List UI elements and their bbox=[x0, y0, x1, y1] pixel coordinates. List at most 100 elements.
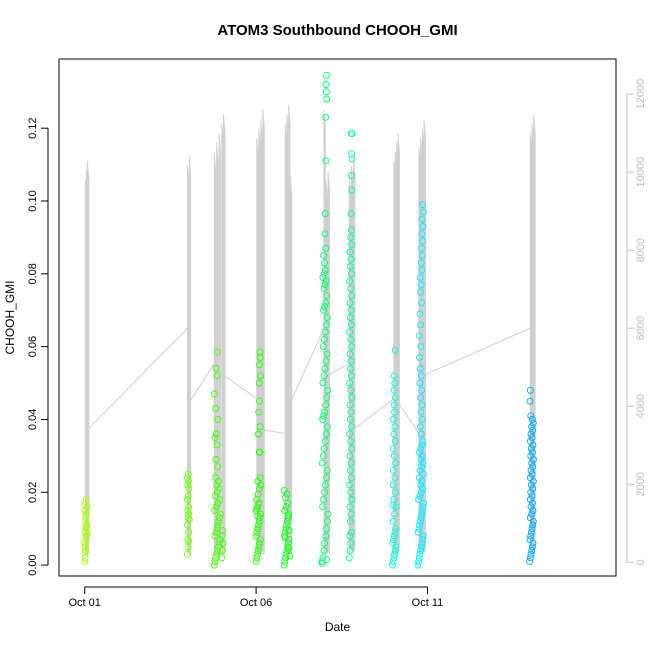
data-point bbox=[213, 372, 221, 380]
data-point bbox=[346, 328, 354, 336]
data-point bbox=[346, 365, 354, 372]
y-tick-label: 0.06 bbox=[27, 336, 39, 357]
data-point bbox=[214, 499, 222, 507]
data-point bbox=[348, 496, 356, 503]
data-point bbox=[528, 543, 536, 551]
data-point bbox=[418, 401, 426, 409]
data-point bbox=[390, 452, 398, 460]
data-point bbox=[255, 521, 262, 529]
data-point bbox=[81, 539, 89, 547]
data-point bbox=[417, 481, 425, 489]
y-tick-label: 0.02 bbox=[27, 482, 39, 503]
data-point bbox=[318, 559, 326, 567]
data-point bbox=[526, 496, 534, 503]
x-axis-label: Date bbox=[325, 620, 351, 634]
data-point bbox=[391, 474, 399, 482]
data-point bbox=[320, 372, 328, 380]
data-point bbox=[390, 401, 398, 409]
y2-tick-label: 8000 bbox=[635, 238, 647, 262]
data-point bbox=[281, 528, 289, 536]
data-point bbox=[347, 459, 355, 467]
data-point bbox=[528, 525, 536, 533]
data-point bbox=[526, 397, 534, 405]
y-tick-label: 0.08 bbox=[27, 263, 39, 284]
data-point bbox=[418, 507, 426, 514]
data-point bbox=[321, 266, 329, 274]
data-point bbox=[321, 481, 329, 489]
data-point bbox=[212, 456, 220, 463]
data-point bbox=[255, 430, 262, 438]
data-point bbox=[320, 496, 328, 503]
data-point bbox=[527, 412, 535, 420]
data-point bbox=[285, 527, 293, 534]
data-point bbox=[347, 539, 355, 547]
data-point bbox=[281, 557, 289, 565]
data-point bbox=[417, 288, 425, 296]
y2-tick-label: 0 bbox=[635, 559, 647, 565]
data-point bbox=[346, 481, 354, 489]
data-point bbox=[213, 441, 221, 449]
data-point bbox=[254, 477, 262, 485]
data-point bbox=[210, 390, 218, 398]
data-point bbox=[215, 514, 223, 522]
data-point bbox=[390, 536, 397, 544]
data-point bbox=[322, 81, 330, 88]
data-point bbox=[284, 543, 292, 551]
data-point bbox=[347, 437, 355, 445]
data-point bbox=[391, 437, 399, 445]
data-point bbox=[212, 474, 220, 482]
data-point bbox=[254, 547, 262, 554]
data-point bbox=[348, 292, 356, 300]
data-point bbox=[321, 539, 329, 547]
data-point bbox=[321, 328, 329, 336]
data-point bbox=[319, 503, 327, 511]
data-point bbox=[255, 543, 263, 551]
data-point bbox=[283, 547, 291, 554]
data-point bbox=[322, 321, 330, 329]
data-point bbox=[256, 448, 264, 456]
data-point bbox=[419, 532, 427, 540]
data-point bbox=[415, 474, 423, 482]
data-point bbox=[184, 474, 191, 482]
data-point bbox=[322, 71, 330, 79]
data-point bbox=[286, 552, 294, 560]
data-point bbox=[320, 306, 328, 314]
data-point bbox=[528, 448, 536, 456]
data-point bbox=[416, 517, 424, 525]
data-point bbox=[320, 270, 328, 278]
data-point bbox=[527, 452, 535, 460]
data-point bbox=[416, 310, 424, 318]
data-point bbox=[211, 532, 219, 540]
data-point bbox=[391, 510, 399, 518]
data-point bbox=[323, 350, 331, 358]
data-point bbox=[211, 557, 219, 565]
data-point bbox=[347, 233, 355, 241]
data-point bbox=[256, 474, 264, 482]
data-point bbox=[324, 386, 332, 394]
data-point bbox=[419, 437, 427, 445]
data-point bbox=[417, 488, 425, 496]
data-point bbox=[345, 554, 353, 562]
data-point bbox=[347, 372, 355, 380]
data-point bbox=[415, 332, 423, 340]
data-point bbox=[253, 505, 261, 513]
data-point bbox=[418, 539, 426, 547]
y2-tick-label: 10000 bbox=[635, 157, 647, 188]
data-point bbox=[528, 470, 536, 478]
data-point bbox=[324, 510, 332, 518]
y2-tick-label: 4000 bbox=[635, 394, 647, 418]
data-point bbox=[184, 550, 191, 558]
x-tick-label: Oct 01 bbox=[69, 597, 101, 609]
data-point bbox=[321, 303, 329, 311]
data-point bbox=[418, 386, 426, 394]
data-point bbox=[321, 365, 329, 372]
data-point bbox=[219, 527, 227, 534]
data-point bbox=[184, 507, 192, 514]
data-point bbox=[319, 415, 327, 423]
data-point bbox=[319, 554, 327, 562]
data-point bbox=[418, 510, 426, 518]
data-point bbox=[390, 532, 398, 540]
data-point bbox=[391, 408, 399, 416]
data-point bbox=[390, 372, 398, 380]
y-tick-label: 0.00 bbox=[27, 554, 39, 575]
